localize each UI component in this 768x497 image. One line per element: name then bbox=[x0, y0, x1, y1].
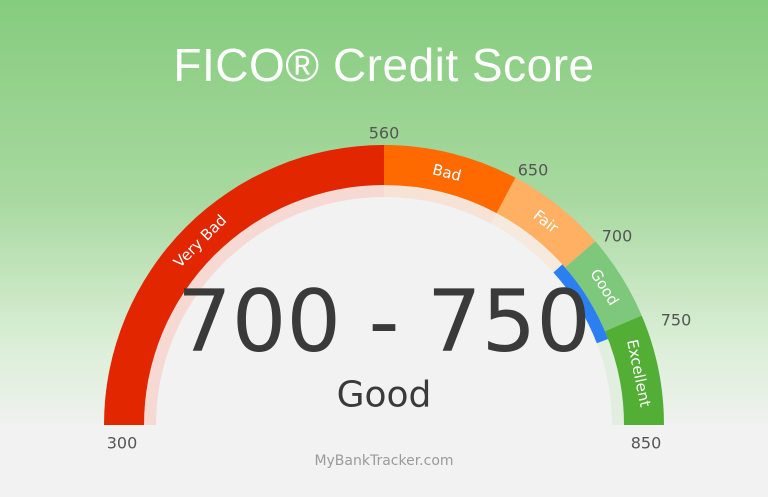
tick-label: 850 bbox=[631, 434, 662, 453]
segment-good bbox=[565, 241, 642, 332]
score-range: 700 - 750 bbox=[177, 272, 591, 372]
tick-label: 750 bbox=[661, 311, 692, 330]
tick-label: 300 bbox=[107, 434, 138, 453]
segment-very-bad bbox=[104, 145, 384, 425]
score-rating: Good bbox=[337, 375, 432, 416]
tick-label: 650 bbox=[518, 161, 549, 180]
watermark: MyBankTracker.com bbox=[314, 453, 453, 469]
tick-label: 560 bbox=[369, 124, 400, 143]
segment-excellent bbox=[604, 315, 664, 425]
page-title: FICO® Credit Score bbox=[173, 39, 595, 91]
segment-inner-band bbox=[384, 185, 497, 224]
segment-fair bbox=[496, 177, 596, 268]
segment-inner-band bbox=[491, 213, 566, 276]
segment-bad bbox=[384, 145, 516, 214]
tick-label: 700 bbox=[602, 227, 633, 246]
score-marker bbox=[553, 264, 609, 344]
footer-area bbox=[0, 425, 768, 497]
segment-inner-band bbox=[593, 331, 624, 425]
gauge-center bbox=[144, 185, 624, 425]
